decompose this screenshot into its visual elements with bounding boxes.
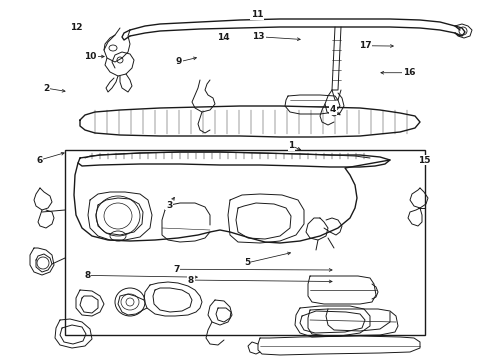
Text: 3: 3 (166, 201, 172, 210)
Text: 6: 6 (36, 156, 42, 165)
Text: 14: 14 (217, 33, 229, 42)
Text: 10: 10 (84, 52, 97, 61)
Text: 4: 4 (330, 105, 337, 114)
Text: 8: 8 (188, 276, 194, 284)
Text: 5: 5 (245, 258, 250, 267)
Text: 8: 8 (84, 271, 90, 280)
Text: 9: 9 (175, 57, 182, 66)
Text: 12: 12 (70, 22, 82, 31)
Text: 7: 7 (173, 265, 180, 274)
Text: 11: 11 (251, 10, 264, 19)
Text: 17: 17 (359, 41, 371, 50)
Text: 2: 2 (44, 84, 49, 93)
Text: 16: 16 (403, 68, 416, 77)
Text: 1: 1 (289, 141, 294, 150)
Bar (65, 150, 425, 335)
Text: 13: 13 (252, 32, 265, 41)
Text: 15: 15 (417, 156, 430, 165)
